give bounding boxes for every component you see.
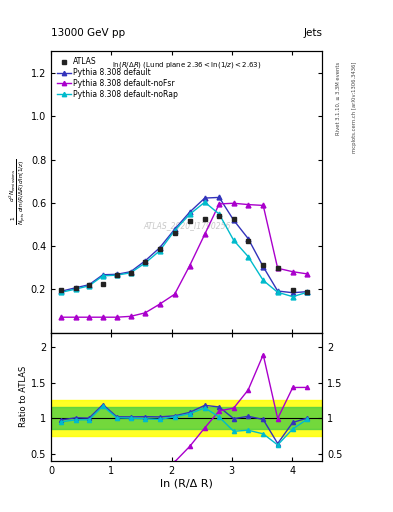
Pythia 8.308 default-noRap <box>246 253 250 260</box>
Text: Rivet 3.1.10, ≥ 3.3M events: Rivet 3.1.10, ≥ 3.3M events <box>336 61 341 135</box>
Pythia 8.308 default <box>261 264 266 270</box>
Pythia 8.308 default <box>128 269 133 275</box>
Pythia 8.308 default <box>143 258 147 264</box>
Line: Pythia 8.308 default: Pythia 8.308 default <box>59 195 310 295</box>
Pythia 8.308 default-noRap <box>187 211 192 218</box>
X-axis label: ln (R/Δ R): ln (R/Δ R) <box>160 478 213 488</box>
Pythia 8.308 default-noFsr <box>290 269 295 275</box>
ATLAS <box>261 262 266 268</box>
Pythia 8.308 default <box>202 195 207 201</box>
Pythia 8.308 default-noRap <box>305 289 310 295</box>
ATLAS <box>157 246 162 252</box>
Pythia 8.308 default <box>246 236 250 242</box>
Line: ATLAS: ATLAS <box>59 214 310 294</box>
Pythia 8.308 default-noFsr <box>275 265 280 271</box>
Legend: ATLAS, Pythia 8.308 default, Pythia 8.308 default-noFsr, Pythia 8.308 default-no: ATLAS, Pythia 8.308 default, Pythia 8.30… <box>55 55 180 101</box>
Pythia 8.308 default-noRap <box>202 199 207 205</box>
ATLAS <box>202 216 207 222</box>
Pythia 8.308 default <box>187 209 192 215</box>
Y-axis label: $\frac{1}{N_\mathrm{jets}}\frac{d^2N_\mathrm{emissions}}{d\ln(R/\Delta R)\,d\ln(: $\frac{1}{N_\mathrm{jets}}\frac{d^2N_\ma… <box>7 159 28 225</box>
Pythia 8.308 default-noRap <box>143 260 147 266</box>
Pythia 8.308 default-noFsr <box>59 314 64 321</box>
Pythia 8.308 default-noRap <box>217 211 222 217</box>
Pythia 8.308 default-noRap <box>157 248 162 254</box>
Pythia 8.308 default-noFsr <box>157 301 162 307</box>
Pythia 8.308 default <box>231 217 236 223</box>
Pythia 8.308 default-noFsr <box>246 202 250 208</box>
Pythia 8.308 default-noRap <box>261 278 266 284</box>
ATLAS <box>128 270 133 276</box>
Pythia 8.308 default-noFsr <box>187 263 192 269</box>
Pythia 8.308 default <box>87 282 92 288</box>
Pythia 8.308 default <box>157 245 162 251</box>
Pythia 8.308 default-noRap <box>231 237 236 243</box>
Pythia 8.308 default-noRap <box>73 286 78 292</box>
ATLAS <box>231 216 236 222</box>
Pythia 8.308 default <box>305 289 310 295</box>
Bar <box>51 408 322 429</box>
ATLAS <box>101 281 105 287</box>
Pythia 8.308 default-noFsr <box>202 231 207 238</box>
Pythia 8.308 default-noFsr <box>114 314 119 321</box>
ATLAS <box>187 218 192 224</box>
Text: $\ln(R/\Delta R)$ (Lund plane $2.36<\ln(1/z)<2.63$): $\ln(R/\Delta R)$ (Lund plane $2.36<\ln(… <box>112 60 261 70</box>
ATLAS <box>143 259 147 265</box>
Pythia 8.308 default <box>275 288 280 294</box>
Pythia 8.308 default-noRap <box>275 289 280 295</box>
ATLAS <box>59 287 64 293</box>
Pythia 8.308 default <box>73 285 78 291</box>
Pythia 8.308 default-noRap <box>59 289 64 295</box>
Pythia 8.308 default <box>290 290 295 296</box>
Line: Pythia 8.308 default-noRap: Pythia 8.308 default-noRap <box>59 200 310 299</box>
Line: Pythia 8.308 default-noFsr: Pythia 8.308 default-noFsr <box>59 201 310 319</box>
Pythia 8.308 default-noFsr <box>231 200 236 206</box>
Pythia 8.308 default-noFsr <box>73 314 78 321</box>
Pythia 8.308 default-noFsr <box>143 310 147 316</box>
Pythia 8.308 default-noFsr <box>172 291 177 297</box>
Pythia 8.308 default-noFsr <box>128 313 133 319</box>
ATLAS <box>172 229 177 236</box>
Pythia 8.308 default-noRap <box>101 273 105 279</box>
Pythia 8.308 default <box>59 288 64 294</box>
Y-axis label: Ratio to ATLAS: Ratio to ATLAS <box>19 366 28 428</box>
Pythia 8.308 default-noRap <box>290 293 295 300</box>
Pythia 8.308 default-noRap <box>87 283 92 289</box>
ATLAS <box>87 282 92 288</box>
ATLAS <box>246 238 250 244</box>
Text: mcplots.cern.ch [arXiv:1306.3436]: mcplots.cern.ch [arXiv:1306.3436] <box>352 61 357 153</box>
Text: ATLAS_2020_I1790256: ATLAS_2020_I1790256 <box>143 221 230 230</box>
ATLAS <box>217 213 222 219</box>
Pythia 8.308 default-noRap <box>172 227 177 233</box>
Text: 13000 GeV pp: 13000 GeV pp <box>51 28 125 38</box>
Text: Jets: Jets <box>303 28 322 38</box>
Pythia 8.308 default-noFsr <box>87 314 92 321</box>
Pythia 8.308 default-noFsr <box>101 314 105 321</box>
ATLAS <box>73 285 78 291</box>
Pythia 8.308 default <box>217 195 222 201</box>
ATLAS <box>290 287 295 293</box>
ATLAS <box>114 272 119 279</box>
Pythia 8.308 default <box>114 271 119 278</box>
Pythia 8.308 default <box>172 226 177 232</box>
Bar <box>51 400 322 436</box>
Pythia 8.308 default <box>101 272 105 278</box>
Pythia 8.308 default-noFsr <box>217 201 222 207</box>
ATLAS <box>305 289 310 295</box>
ATLAS <box>275 265 280 271</box>
Pythia 8.308 default-noFsr <box>305 271 310 277</box>
Pythia 8.308 default-noFsr <box>261 202 266 208</box>
Pythia 8.308 default-noRap <box>128 270 133 276</box>
Pythia 8.308 default-noRap <box>114 272 119 278</box>
